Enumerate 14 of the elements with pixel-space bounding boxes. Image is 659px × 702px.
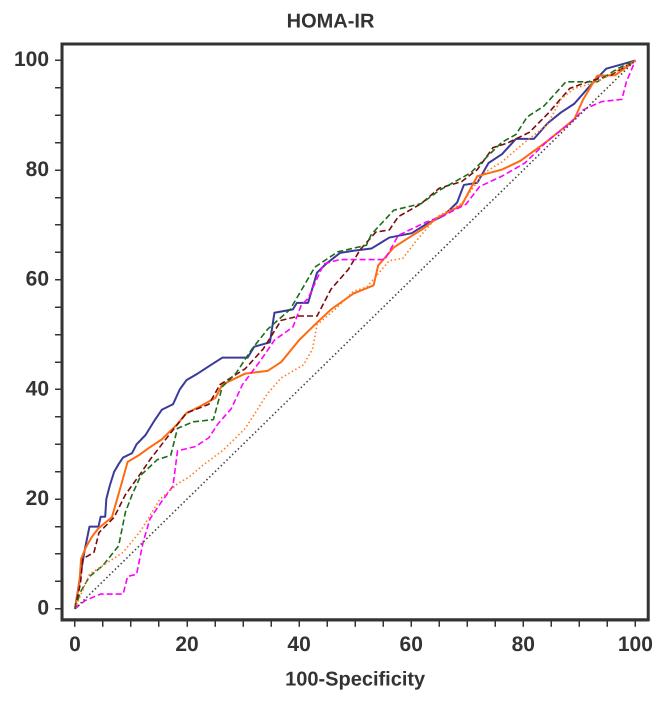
y-tick-label: 100 <box>14 48 50 72</box>
y-tick-label: 0 <box>37 596 50 620</box>
y-tick-label: 20 <box>26 486 50 510</box>
y-tick-label: 60 <box>26 268 50 291</box>
x-axis-title: 100-Specificity <box>285 668 426 691</box>
x-tick-label: 20 <box>175 633 199 656</box>
x-tick-label: 0 <box>69 633 81 656</box>
y-tick-label: 80 <box>26 158 50 181</box>
x-tick-label: 60 <box>400 633 423 656</box>
x-tick-label: 40 <box>287 633 311 656</box>
y-tick-label: 40 <box>26 377 50 400</box>
x-tick-label: 80 <box>512 633 535 656</box>
x-tick-label: 100 <box>618 633 653 656</box>
chart-title: HOMA-IR <box>286 10 375 33</box>
